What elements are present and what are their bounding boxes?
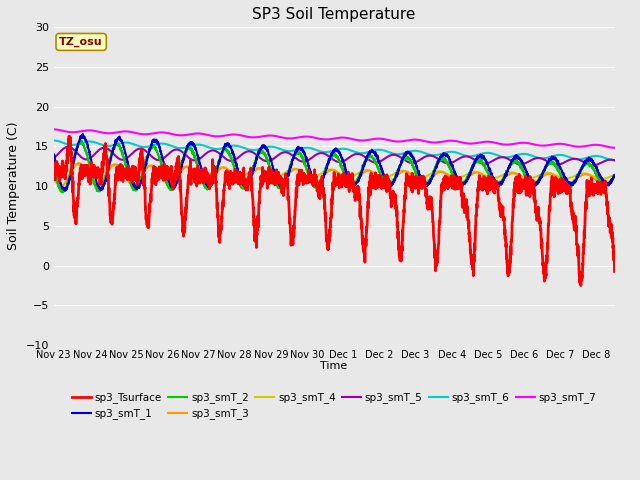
- Y-axis label: Soil Temperature (C): Soil Temperature (C): [7, 122, 20, 251]
- X-axis label: Time: Time: [321, 361, 348, 371]
- Legend: sp3_Tsurface, sp3_smT_1, sp3_smT_2, sp3_smT_3, sp3_smT_4, sp3_smT_5, sp3_smT_6, : sp3_Tsurface, sp3_smT_1, sp3_smT_2, sp3_…: [68, 388, 601, 424]
- Title: SP3 Soil Temperature: SP3 Soil Temperature: [252, 7, 416, 22]
- Text: TZ_osu: TZ_osu: [60, 37, 103, 47]
